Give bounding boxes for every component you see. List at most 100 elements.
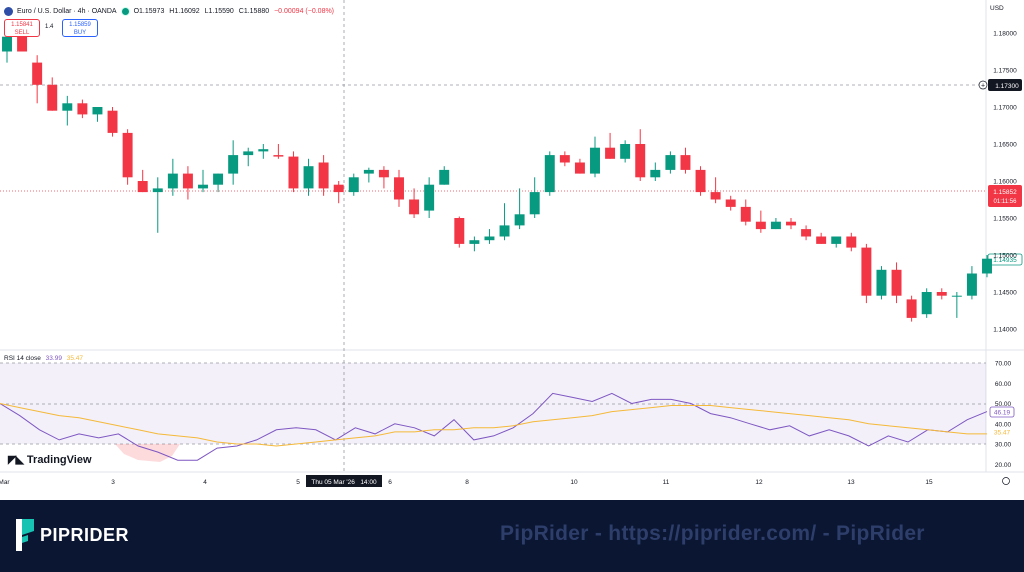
candle-body bbox=[590, 147, 600, 174]
chart-dynamic-layer: 1.18000 1.17500 1.17000 1.16500 1.16000 1.155… bbox=[0, 29, 1017, 486]
candle-body bbox=[635, 144, 646, 178]
candle-body bbox=[333, 184, 344, 193]
candle-body bbox=[755, 221, 766, 230]
ohlc-high: H1.16092 bbox=[169, 7, 200, 15]
price-tick-label: 1.15500 bbox=[993, 216, 1017, 223]
price-tick-label: 1.17000 bbox=[993, 105, 1017, 112]
candle-body bbox=[318, 162, 329, 189]
candle-body bbox=[2, 36, 12, 52]
price-tick-label: 1.17500 bbox=[993, 68, 1017, 75]
rsi-oversold-fill bbox=[115, 444, 180, 462]
candle-body bbox=[47, 84, 58, 111]
candle-body bbox=[906, 299, 917, 318]
chart-svg[interactable]: 1.17300 + 1.15852 01:11:56 1.14935 46.19… bbox=[0, 0, 1024, 500]
time-tick-label: 10 bbox=[570, 479, 578, 486]
secondary-price-label: 1.14935 bbox=[993, 257, 1017, 264]
ohlc-low: L1.15590 bbox=[204, 7, 234, 15]
piprider-brand[interactable]: PIPRIDER bbox=[14, 517, 129, 553]
piprider-logo-icon bbox=[16, 519, 34, 551]
last-price-label: 1.15852 bbox=[993, 189, 1017, 196]
candle-body bbox=[801, 229, 812, 237]
settings-icon[interactable] bbox=[1002, 477, 1010, 485]
rsi-legend: RSI 14 close 33.99 35.47 bbox=[4, 355, 83, 362]
candle-body bbox=[650, 169, 661, 178]
candle-body bbox=[982, 258, 992, 274]
candle-body bbox=[725, 199, 736, 207]
price-tick-label: 1.14000 bbox=[993, 327, 1017, 334]
crosshair-time-label: Thu 05 Mar '26 14:00 bbox=[311, 479, 377, 486]
spread-value: 1.4 bbox=[45, 24, 54, 30]
candle-body bbox=[469, 240, 480, 244]
sell-button[interactable]: 1.15841 SELL bbox=[4, 19, 40, 37]
plus-icon-glyph: + bbox=[981, 83, 985, 90]
time-tick-label: 3 bbox=[111, 479, 115, 486]
candle-body bbox=[740, 206, 751, 222]
time-tick-label: 15 bbox=[925, 479, 933, 486]
candle-body bbox=[529, 192, 540, 215]
candle-body bbox=[951, 295, 962, 297]
candle-body bbox=[424, 184, 435, 211]
ohlc-readout: O1.15973 H1.16092 L1.15590 C1.15880 −0.0… bbox=[134, 8, 337, 15]
time-tick-label: 11 bbox=[663, 479, 670, 486]
watermark-text: PipRider - https://piprider.com/ - PipRi… bbox=[500, 522, 925, 545]
candle-body bbox=[198, 184, 208, 189]
candle-body bbox=[363, 169, 374, 174]
sell-label: SELL bbox=[14, 30, 30, 36]
symbol-title[interactable]: Euro / U.S. Dollar · 4h · OANDA bbox=[17, 7, 117, 15]
candle-body bbox=[770, 221, 781, 230]
candle-body bbox=[303, 166, 314, 189]
time-tick-label: Mar bbox=[0, 479, 10, 486]
footer-banner bbox=[0, 500, 1024, 572]
price-tick-label: 1.16500 bbox=[993, 142, 1017, 149]
candle-body bbox=[394, 177, 404, 200]
rsi-line bbox=[0, 392, 988, 461]
time-tick-label: 13 bbox=[847, 479, 855, 486]
candle-body bbox=[966, 273, 977, 296]
buy-button[interactable]: 1.15859 BUY bbox=[62, 19, 98, 37]
market-status-icon bbox=[120, 6, 130, 16]
tradingview-logo-icon: ◤◣ bbox=[8, 454, 24, 466]
rsi-tick-label: 20.00 bbox=[995, 462, 1012, 469]
candle-body bbox=[273, 155, 284, 157]
rsi-band-background bbox=[0, 363, 986, 444]
rsi-tick-label: 30.00 bbox=[995, 442, 1012, 449]
crosshair-price-tag bbox=[988, 79, 1022, 91]
tradingview-name: TradingView bbox=[26, 453, 92, 466]
candle-body bbox=[137, 181, 148, 193]
rsi-ma-tag bbox=[990, 427, 1014, 437]
currency-label[interactable]: USD bbox=[990, 5, 1004, 12]
candle-body bbox=[439, 169, 450, 185]
time-tick-label: 5 bbox=[296, 479, 300, 486]
rsi-value-tag bbox=[989, 406, 1015, 418]
candle-body bbox=[559, 155, 570, 163]
plus-icon[interactable] bbox=[978, 80, 988, 90]
countdown-label: 01:11:56 bbox=[994, 199, 1018, 205]
candle-body bbox=[243, 151, 254, 156]
candle-body bbox=[846, 236, 857, 248]
price-tick-label: 1.14500 bbox=[993, 290, 1017, 297]
last-price-tag bbox=[988, 185, 1022, 207]
candle-body bbox=[921, 292, 932, 315]
ohlc-open: O1.15973 bbox=[133, 7, 165, 15]
chart-area[interactable]: 1.17300 + 1.15852 01:11:56 1.14935 46.19… bbox=[0, 0, 1024, 500]
candle-body bbox=[182, 173, 193, 189]
candle-body bbox=[288, 156, 299, 189]
candle-body bbox=[710, 192, 721, 200]
candle-body bbox=[77, 103, 88, 115]
ohlc-close: C1.15880 bbox=[238, 7, 270, 15]
candle-body bbox=[680, 155, 691, 170]
candle-body bbox=[816, 236, 827, 244]
candle-body bbox=[936, 292, 947, 296]
candle-body bbox=[409, 199, 420, 215]
candle-body bbox=[92, 107, 103, 115]
tradingview-logo[interactable]: ◤◣ TradingView bbox=[8, 453, 92, 467]
candle-body bbox=[831, 236, 842, 244]
candle-body bbox=[32, 62, 43, 85]
candle-body bbox=[258, 149, 269, 152]
price-tick-label: 1.18000 bbox=[993, 31, 1017, 38]
crosshair-price-label: 1.17300 bbox=[995, 83, 1019, 90]
candle-body bbox=[891, 269, 902, 296]
candle-body bbox=[107, 110, 118, 133]
candle-body bbox=[514, 214, 525, 226]
time-tick-label: 4 bbox=[203, 479, 207, 486]
